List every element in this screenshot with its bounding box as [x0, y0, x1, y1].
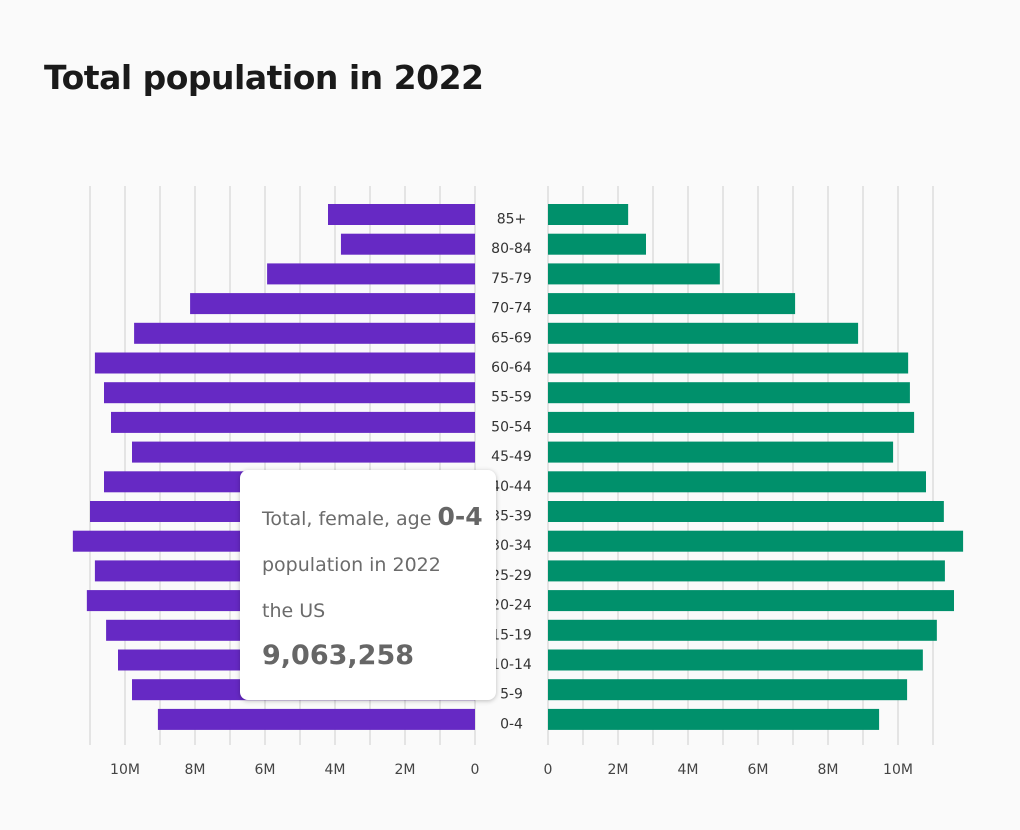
- bar-left: [190, 293, 475, 315]
- bar-left: [111, 411, 475, 433]
- bar-right: [548, 382, 910, 404]
- age-label: 45-49: [491, 449, 532, 465]
- age-label: 70-74: [491, 301, 532, 317]
- bar-right: [548, 679, 908, 701]
- bar-right: [548, 411, 915, 433]
- x-tick-left: 4M: [325, 762, 346, 778]
- x-tick-left: 2M: [395, 762, 416, 778]
- x-tick-left: 0: [471, 762, 480, 778]
- bar-right: [548, 501, 944, 522]
- x-tick-left: 8M: [185, 762, 206, 778]
- tooltip-line3: the US: [262, 600, 326, 622]
- bar-right: [548, 708, 880, 730]
- age-label: 35-39: [491, 509, 532, 525]
- x-tick-right: 4M: [678, 762, 699, 778]
- bar-right: [548, 263, 720, 285]
- tooltip-line2: population in 2022: [262, 554, 441, 576]
- bar-right: [548, 233, 646, 255]
- bar-left: [157, 708, 475, 730]
- bar-right: [548, 530, 964, 552]
- bar-left: [94, 352, 476, 374]
- x-tick-right: 8M: [818, 762, 839, 778]
- age-label: 40-44: [491, 479, 532, 495]
- bar-left: [328, 204, 475, 225]
- age-label: 5-9: [500, 687, 523, 703]
- chart-title: Total population in 2022: [44, 58, 484, 97]
- bar-right: [548, 322, 859, 344]
- age-label: 10-14: [491, 657, 532, 673]
- age-label: 80-84: [491, 241, 532, 257]
- x-tick-right: 6M: [748, 762, 769, 778]
- bar-left: [104, 382, 475, 404]
- bar-left: [132, 441, 475, 463]
- x-tick-right: 10M: [883, 762, 913, 778]
- tooltip: Total, female, age 0-4 population in 202…: [240, 470, 496, 700]
- bar-left: [340, 233, 475, 255]
- age-label: 20-24: [491, 598, 532, 614]
- age-label: 30-34: [491, 538, 532, 554]
- age-label: 50-54: [491, 419, 532, 435]
- bar-right: [548, 619, 937, 641]
- age-label: 25-29: [491, 568, 532, 584]
- tooltip-value: 9,063,258: [262, 640, 415, 671]
- bar-left: [267, 263, 475, 285]
- age-label: 85+: [497, 212, 527, 228]
- bar-right: [548, 441, 894, 463]
- bar-right: [548, 293, 796, 315]
- tooltip-label: Total, female, age: [262, 508, 432, 530]
- bar-right: [548, 560, 945, 582]
- bar-right: [548, 352, 909, 374]
- bar-right: [548, 590, 954, 612]
- x-tick-left: 10M: [110, 762, 140, 778]
- age-label: 0-4: [500, 716, 523, 732]
- bar-left: [134, 322, 475, 344]
- tooltip-age: 0-4: [437, 502, 483, 531]
- x-tick-left: 6M: [255, 762, 276, 778]
- age-label: 60-64: [491, 360, 532, 376]
- age-label: 55-59: [491, 390, 532, 406]
- age-label: 65-69: [491, 330, 532, 346]
- x-tick-right: 2M: [608, 762, 629, 778]
- bar-right: [548, 204, 629, 225]
- x-tick-right: 0: [544, 762, 553, 778]
- bar-right: [548, 471, 926, 493]
- bar-right: [548, 649, 923, 671]
- tooltip-line1: Total, female, age 0-4: [262, 502, 483, 531]
- age-label: 15-19: [491, 627, 532, 643]
- age-label: 75-79: [491, 271, 532, 287]
